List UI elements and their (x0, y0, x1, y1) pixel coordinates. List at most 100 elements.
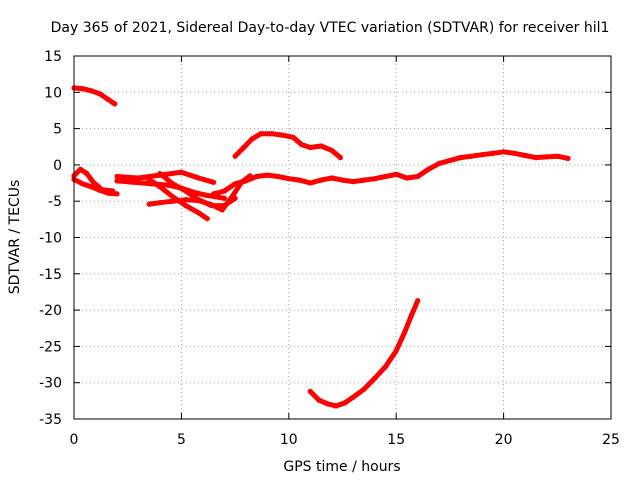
y-tick-label: -15 (39, 267, 62, 283)
y-axis-label: SDTVAR / TECUs (7, 180, 23, 295)
data-point (144, 175, 150, 181)
data-point (554, 153, 560, 159)
data-point (468, 153, 474, 159)
series-track-10 (211, 149, 571, 197)
x-tick-label: 5 (177, 432, 186, 448)
series-track-6 (114, 169, 217, 185)
y-tick-label: 0 (53, 158, 62, 174)
data-point (275, 173, 281, 180)
data-point (299, 142, 305, 148)
data-point (170, 181, 176, 187)
data-point (372, 176, 378, 182)
series-track-9 (146, 173, 253, 213)
data-point (157, 171, 163, 177)
data-point (170, 194, 176, 200)
data-point (170, 198, 176, 204)
data-point (221, 188, 227, 194)
data-point (221, 195, 227, 201)
data-point (230, 192, 236, 198)
y-tick-label: 10 (44, 85, 62, 101)
y-tick-label: -35 (39, 412, 62, 428)
plot-area (71, 85, 571, 409)
data-point (372, 375, 378, 381)
x-tick-label: 20 (495, 432, 513, 448)
data-point (382, 364, 389, 370)
data-point (232, 153, 238, 159)
data-point (286, 176, 292, 182)
data-point (350, 179, 356, 185)
data-point (511, 150, 517, 156)
x-tick-label: 10 (280, 432, 298, 448)
data-point (361, 386, 367, 392)
data-point (565, 155, 571, 161)
data-point (77, 166, 83, 172)
data-point (183, 203, 189, 209)
data-point (490, 150, 496, 156)
data-point (337, 155, 343, 161)
data-point (204, 216, 210, 222)
data-point (183, 188, 189, 194)
data-point (415, 173, 421, 180)
data-point (258, 131, 264, 137)
data-point (204, 192, 210, 198)
data-point (219, 207, 225, 213)
data-point (393, 348, 399, 354)
data-point (501, 149, 507, 155)
data-point (425, 166, 431, 172)
data-point (80, 181, 86, 187)
data-point (97, 187, 103, 193)
data-point (408, 313, 414, 319)
data-point (254, 173, 260, 180)
data-point (157, 184, 163, 190)
data-point (84, 171, 90, 177)
data-point (307, 180, 313, 186)
data-point (436, 160, 442, 166)
data-point (342, 400, 348, 406)
x-axis-label: GPS time / hours (283, 459, 400, 475)
data-point (393, 171, 399, 177)
data-point (544, 154, 550, 160)
x-tick-label: 25 (602, 432, 620, 448)
data-point (249, 136, 255, 142)
data-point (131, 179, 137, 185)
y-tick-label: 15 (44, 49, 62, 65)
data-point (264, 172, 270, 178)
data-point (88, 184, 94, 190)
data-point (307, 144, 313, 151)
y-tick-label: -5 (48, 194, 62, 210)
data-point (279, 132, 285, 138)
data-point (243, 178, 249, 184)
data-point (333, 403, 339, 409)
data-point (522, 152, 528, 159)
data-point (404, 175, 410, 181)
data-point (178, 169, 184, 175)
data-point (105, 190, 111, 196)
data-point (318, 177, 324, 183)
data-point (105, 97, 111, 103)
data-point (402, 329, 408, 335)
data-point (211, 179, 217, 185)
data-point (290, 134, 296, 140)
data-point (339, 177, 346, 183)
grid (74, 56, 611, 419)
data-point (157, 200, 163, 206)
data-point (324, 401, 331, 407)
data-point (183, 197, 189, 203)
x-tick-label: 15 (387, 432, 405, 448)
data-point (146, 201, 152, 207)
y-tick-label: -10 (39, 231, 62, 247)
y-tick-label: 5 (53, 122, 62, 138)
data-point (458, 155, 464, 161)
data-point (196, 197, 202, 204)
data-point (114, 191, 120, 197)
data-point (208, 202, 215, 208)
data-point (316, 397, 322, 403)
data-point (329, 147, 335, 153)
data-point (318, 143, 324, 149)
data-point (97, 91, 103, 97)
data-point (90, 179, 96, 185)
data-point (447, 157, 453, 164)
data-point (88, 88, 94, 94)
data-point (80, 86, 86, 92)
